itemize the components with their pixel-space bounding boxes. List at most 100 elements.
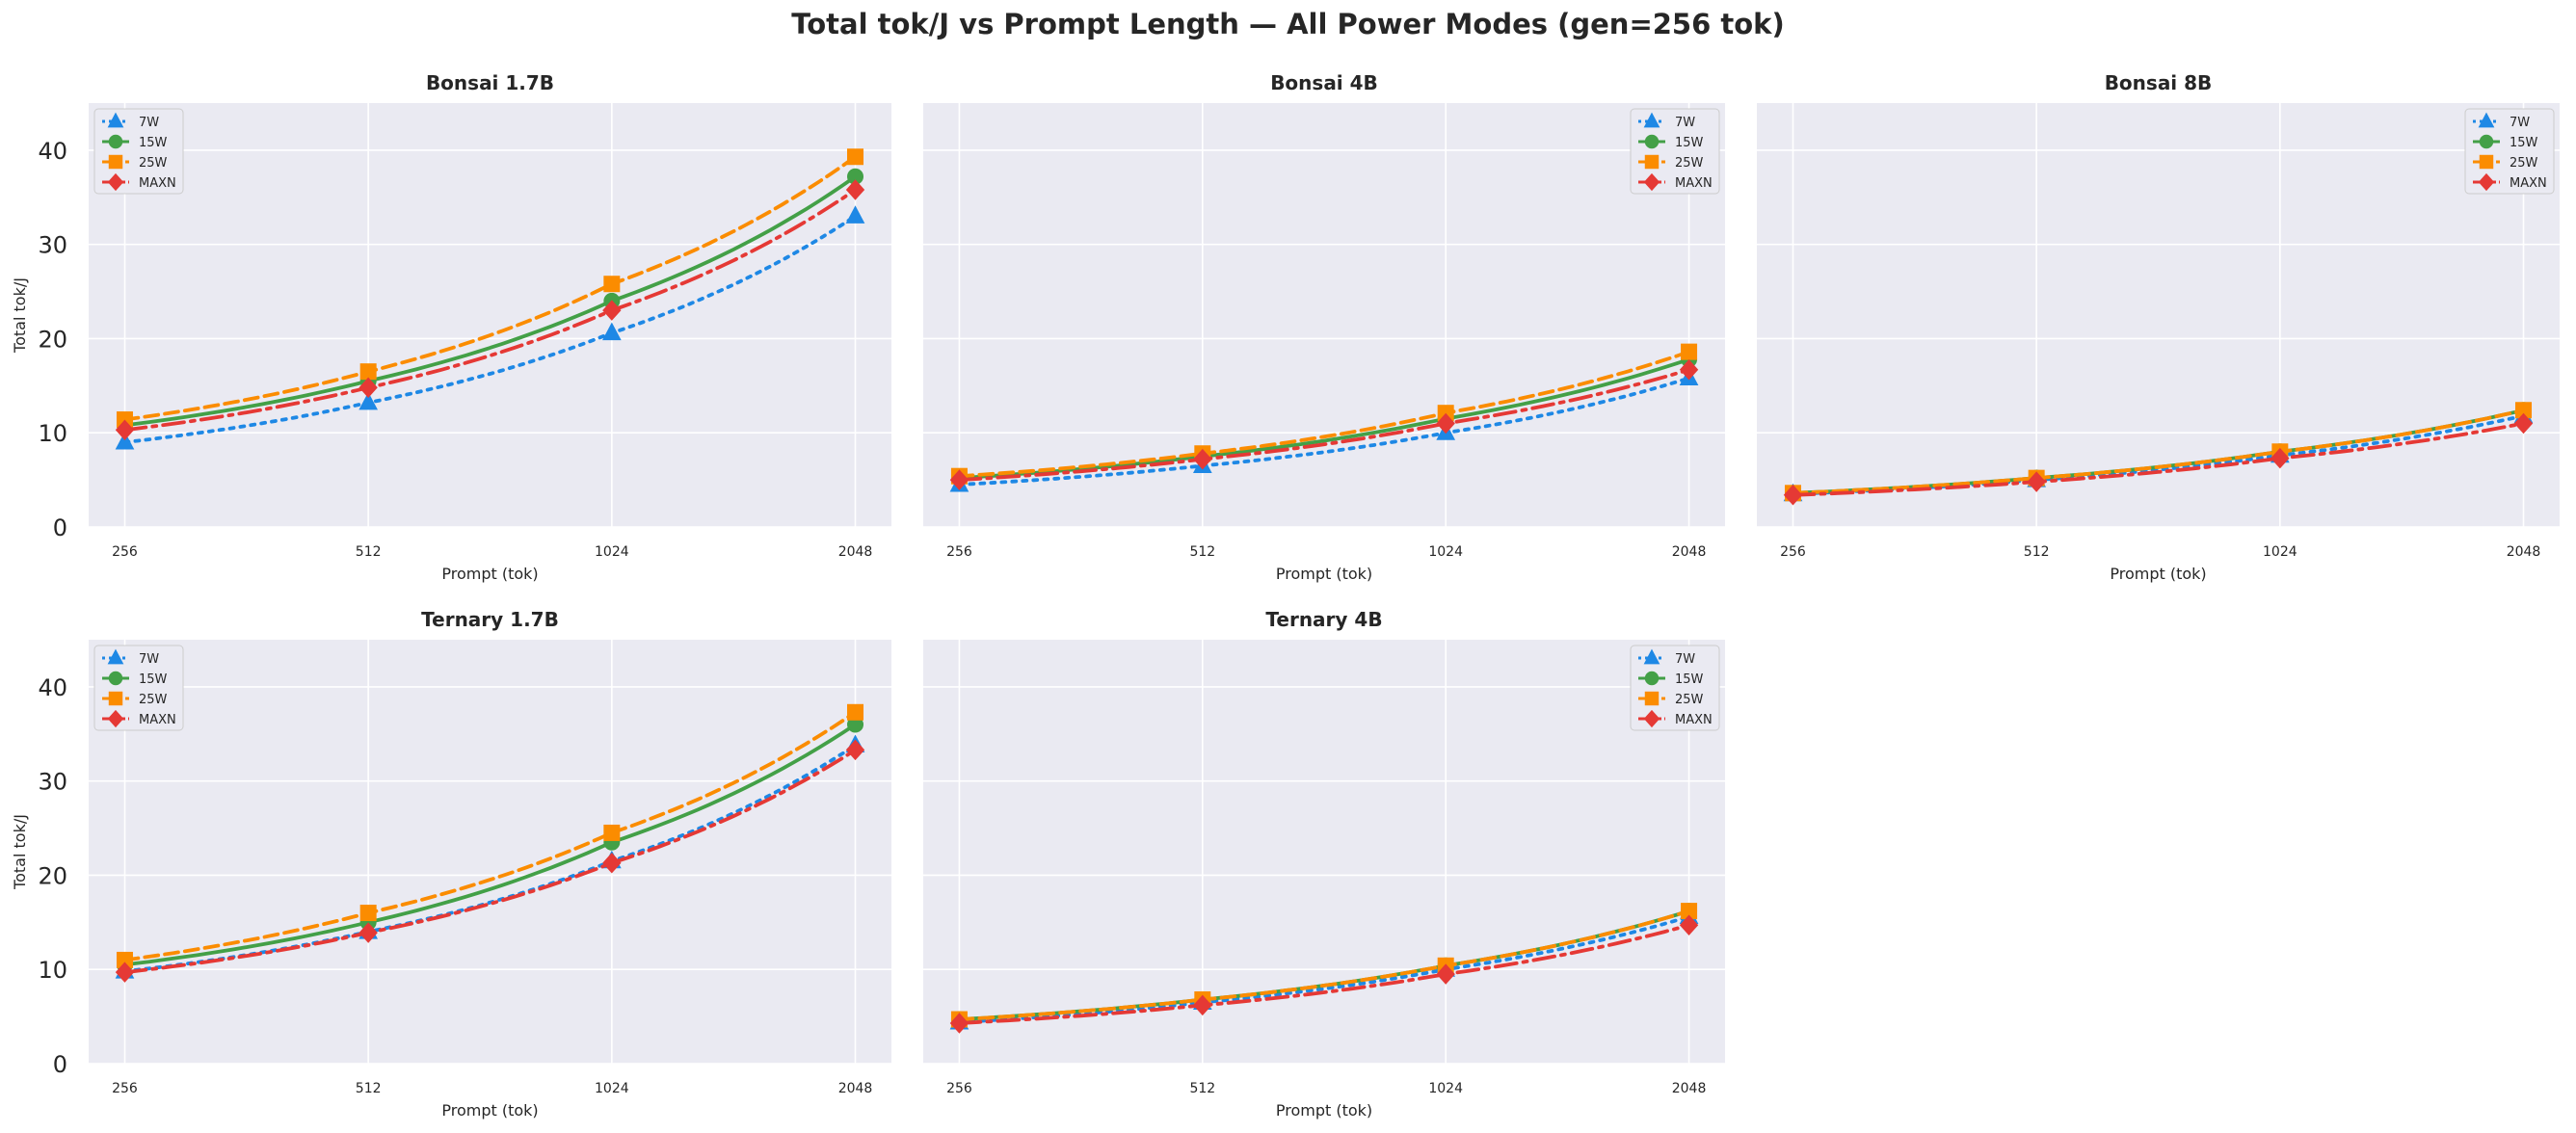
series-line bbox=[957, 357, 1691, 481]
series-25w bbox=[116, 148, 864, 429]
legend-marker bbox=[2479, 154, 2494, 170]
data-point-marker bbox=[949, 1013, 969, 1034]
y-tick-label: 20 bbox=[38, 326, 67, 353]
panel-bonsai-4b: 256 512 1024 2048 Prompt (tok) Bonsai 4B 7W 15W… bbox=[923, 71, 1725, 583]
data-point-marker bbox=[603, 824, 621, 841]
plot-area bbox=[89, 640, 891, 1064]
data-point-marker bbox=[1783, 485, 1803, 506]
series-line bbox=[957, 909, 1691, 1021]
legend: 7W 15W 25W MAXN bbox=[1630, 645, 1720, 731]
legend-marker bbox=[107, 709, 124, 728]
legend: 7W 15W 25W MAXN bbox=[93, 108, 184, 195]
data-point-marker bbox=[115, 419, 135, 441]
x-tick-label: 256 bbox=[946, 1081, 972, 1096]
panel-bonsai-1-7b: 0 10 20 30 40 256 512 1024 2048 Prompt (tok) Total… bbox=[11, 71, 891, 583]
data-point-marker bbox=[359, 905, 377, 922]
data-point-marker bbox=[115, 962, 135, 983]
legend-label: 15W bbox=[139, 672, 168, 687]
data-point-marker bbox=[845, 179, 865, 200]
panel-title: Ternary 1.7B bbox=[421, 608, 559, 631]
x-tick-label: 1024 bbox=[1428, 1081, 1463, 1096]
legend-label: MAXN bbox=[1675, 713, 1713, 727]
data-point-marker bbox=[847, 703, 864, 721]
x-tick-label: 2048 bbox=[838, 544, 873, 560]
x-tick-label: 1024 bbox=[595, 544, 629, 560]
series-maxn bbox=[949, 914, 1699, 1034]
legend-label: 7W bbox=[2510, 116, 2530, 130]
legend-marker bbox=[107, 172, 124, 192]
data-point-marker bbox=[359, 363, 377, 381]
legend-label: MAXN bbox=[139, 713, 176, 727]
plot-area bbox=[923, 640, 1725, 1064]
data-point-marker bbox=[1193, 994, 1212, 1016]
plot-area bbox=[1757, 103, 2560, 527]
series-line bbox=[1791, 421, 2526, 497]
series-line bbox=[957, 367, 1691, 482]
legend-box bbox=[1630, 645, 1720, 731]
legend-label: 15W bbox=[1675, 136, 1704, 150]
legend-label: 7W bbox=[139, 652, 159, 667]
series-line bbox=[122, 188, 858, 433]
y-tick-label: 0 bbox=[53, 514, 67, 541]
legend-marker bbox=[1644, 671, 1660, 686]
legend: 7W 15W 25W MAXN bbox=[2464, 108, 2555, 195]
series-maxn bbox=[1783, 412, 2534, 506]
data-point-marker bbox=[602, 322, 622, 341]
data-point-marker bbox=[845, 205, 865, 224]
series-7w bbox=[115, 205, 865, 450]
figure-title: Total tok/J vs Prompt Length — All Power… bbox=[791, 8, 1785, 40]
legend-label: 7W bbox=[1675, 116, 1695, 130]
series-line bbox=[122, 723, 858, 967]
data-point-marker bbox=[359, 922, 378, 943]
series-line bbox=[1791, 408, 2526, 495]
data-point-marker bbox=[1436, 963, 1455, 985]
x-axis-label: Prompt (tok) bbox=[1276, 1101, 1372, 1120]
data-point-marker bbox=[603, 276, 621, 293]
legend-box bbox=[1630, 108, 1720, 195]
data-point-marker bbox=[602, 300, 622, 321]
legend-marker bbox=[108, 671, 123, 686]
legend-label: 25W bbox=[139, 156, 168, 171]
x-axis-label: Prompt (tok) bbox=[441, 1101, 538, 1120]
series-line bbox=[122, 174, 858, 428]
data-point-marker bbox=[115, 431, 135, 450]
data-point-marker bbox=[2513, 412, 2534, 435]
y-tick-label: 0 bbox=[53, 1051, 67, 1078]
series-line bbox=[122, 710, 858, 962]
x-tick-label: 2048 bbox=[838, 1081, 873, 1096]
legend-label: 15W bbox=[139, 136, 168, 150]
data-point-marker bbox=[1681, 343, 1698, 360]
legend-box bbox=[2464, 108, 2555, 195]
x-tick-label: 256 bbox=[1780, 544, 1806, 560]
y-tick-label: 30 bbox=[38, 232, 67, 259]
legend-label: 15W bbox=[1675, 672, 1704, 687]
legend-marker bbox=[107, 112, 124, 128]
y-axis-label: Total tok/J bbox=[11, 277, 29, 354]
y-tick-label: 40 bbox=[38, 138, 67, 165]
legend-label: MAXN bbox=[1675, 176, 1713, 191]
y-axis-label: Total tok/J bbox=[11, 814, 29, 890]
legend-marker bbox=[1643, 172, 1660, 192]
series-25w bbox=[116, 703, 864, 968]
data-point-marker bbox=[949, 469, 969, 490]
series-line bbox=[122, 154, 858, 422]
plot-area bbox=[923, 103, 1725, 527]
data-point-marker bbox=[845, 739, 865, 761]
legend-marker bbox=[1643, 648, 1660, 665]
x-tick-label: 256 bbox=[112, 544, 138, 560]
legend-marker bbox=[1644, 134, 1660, 149]
x-tick-label: 1024 bbox=[2263, 544, 2297, 560]
data-point-marker bbox=[1193, 448, 1212, 470]
legend-marker bbox=[107, 648, 124, 665]
legend-label: 25W bbox=[2510, 156, 2538, 171]
legend-label: 25W bbox=[1675, 156, 1704, 171]
x-tick-label: 512 bbox=[356, 544, 382, 560]
series-line bbox=[957, 376, 1691, 487]
y-tick-label: 40 bbox=[38, 674, 67, 701]
data-point-marker bbox=[359, 391, 378, 410]
x-tick-label: 512 bbox=[356, 1081, 382, 1096]
series-line bbox=[957, 350, 1691, 479]
legend-label: MAXN bbox=[2510, 176, 2547, 191]
legend-label: MAXN bbox=[139, 176, 176, 191]
